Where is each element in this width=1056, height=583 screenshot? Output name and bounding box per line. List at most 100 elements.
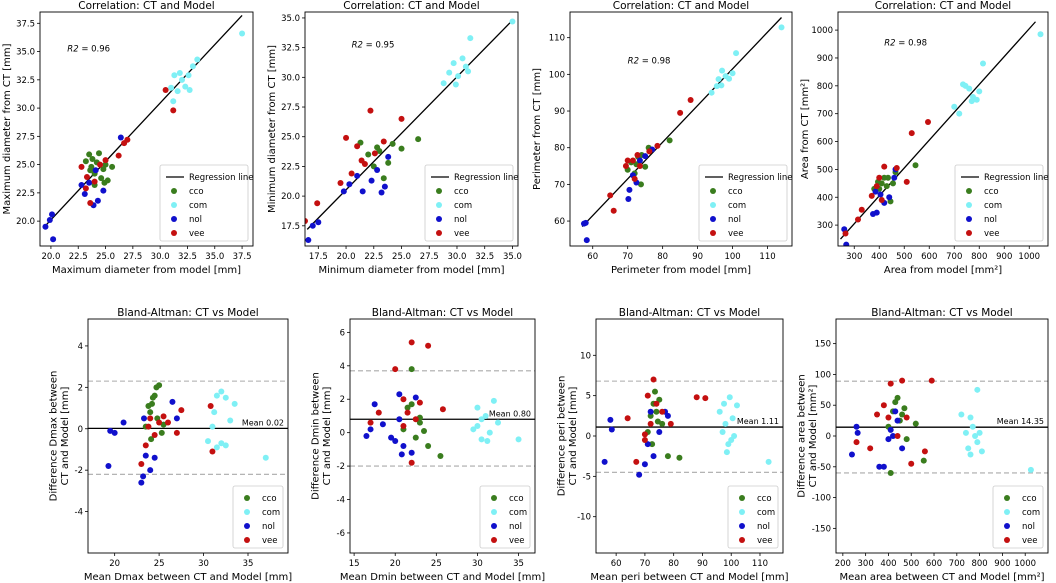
legend-label-cco: cco <box>509 494 524 504</box>
point-com <box>976 429 983 436</box>
point-nol <box>46 217 53 223</box>
point-vee <box>97 161 104 168</box>
point-com <box>729 415 736 422</box>
legend: cco com nol vee <box>479 485 531 549</box>
y-tick-label: 5 <box>586 392 591 402</box>
chart-panel-2: Correlation: CT and Model 17.5 20.0 22.5 25.… <box>267 0 522 276</box>
point-nol <box>854 429 861 436</box>
point-com <box>171 72 178 79</box>
legend-label-nol: nol <box>509 522 522 532</box>
y-tick-label: 22.5 <box>16 189 35 199</box>
point-cco <box>89 155 96 162</box>
point-nol <box>853 423 860 430</box>
point-com <box>723 449 730 456</box>
point-vee <box>633 458 640 465</box>
x-tick-label: 35.0 <box>205 252 224 262</box>
point-com <box>1037 31 1044 38</box>
y-tick-label: 30.0 <box>281 73 300 83</box>
point-nol <box>81 191 88 197</box>
x-tick-label: 27.5 <box>123 252 142 262</box>
point-com <box>973 96 980 103</box>
point-com <box>976 88 983 95</box>
point-com <box>213 392 220 399</box>
legend-box <box>424 164 514 242</box>
axes-frame <box>39 11 254 247</box>
x-tick-label: 500 <box>896 252 912 262</box>
y-axis-label: Maximum diameter from CT [mm] <box>2 43 13 214</box>
legend-label-com: com <box>189 201 207 211</box>
point-com <box>721 400 728 407</box>
legend-swatch-vee <box>171 230 177 236</box>
legend-label-vee: vee <box>454 229 470 239</box>
point-vee <box>156 419 163 426</box>
point-com <box>715 76 722 83</box>
point-nol <box>412 394 419 401</box>
legend-label-cco: cco <box>984 187 999 197</box>
legend: Regression line cco com nol vee <box>159 164 254 242</box>
point-nol <box>843 241 850 246</box>
point-vee <box>702 395 709 402</box>
point-vee <box>878 197 885 204</box>
regression-line <box>581 17 782 228</box>
legend-regression-label: Regression line <box>728 173 793 183</box>
legend-swatch-com <box>710 202 716 208</box>
point-com <box>490 397 497 404</box>
point-vee <box>337 180 344 187</box>
point-vee <box>867 445 874 452</box>
point-vee <box>885 414 892 421</box>
point-com <box>967 451 974 458</box>
point-vee <box>209 448 216 455</box>
legend-swatch-vee <box>1004 537 1010 543</box>
x-tick-label: 600 <box>921 252 937 262</box>
point-nol <box>388 434 395 441</box>
point-vee <box>380 138 387 145</box>
x-tick-label: 100 <box>724 252 740 262</box>
point-com <box>956 110 963 117</box>
point-vee <box>367 419 374 426</box>
point-com <box>446 69 453 76</box>
point-vee <box>659 408 666 415</box>
legend-label-com: com <box>728 201 746 211</box>
point-vee <box>647 420 654 427</box>
x-axis-label: Minimum diameter from model [mm] <box>318 265 504 276</box>
x-tick-label: 30.0 <box>448 252 467 262</box>
plot-area <box>836 377 1048 476</box>
y-tick-label: 20.0 <box>281 192 300 202</box>
x-tick-label: 17.5 <box>309 252 328 262</box>
point-vee <box>868 192 875 199</box>
point-com <box>478 416 485 423</box>
point-cco <box>145 402 152 409</box>
point-com <box>186 87 193 93</box>
point-vee <box>858 206 865 213</box>
point-nol <box>636 157 643 164</box>
point-com <box>465 68 472 75</box>
plot-area <box>580 17 785 244</box>
point-vee <box>631 175 638 182</box>
point-vee <box>687 97 694 104</box>
y-tick-label: 10 <box>580 351 591 361</box>
y-tick-label: 50 <box>820 401 831 411</box>
point-vee <box>170 107 177 114</box>
point-vee <box>928 377 935 384</box>
point-nol <box>141 415 147 422</box>
point-vee <box>392 366 399 373</box>
legend-label-vee: vee <box>509 536 525 546</box>
point-vee <box>903 414 910 421</box>
legend-swatch-cco <box>171 188 177 194</box>
point-nol <box>92 167 99 174</box>
point-nol <box>664 412 671 419</box>
legend: Regression line cco com nol vee <box>954 164 1049 242</box>
point-com <box>974 439 981 446</box>
legend-swatch-cco <box>436 188 442 194</box>
point-cco <box>903 436 910 443</box>
point-com <box>185 72 192 79</box>
x-tick-label: 30 <box>198 559 209 569</box>
point-com <box>958 411 965 418</box>
point-vee <box>91 178 98 185</box>
legend-regression-label: Regression line <box>189 173 254 183</box>
point-vee <box>646 148 653 155</box>
y-tick-label: 600 <box>817 138 833 148</box>
legend-swatch-nol <box>739 523 745 529</box>
legend-label-vee: vee <box>757 536 773 546</box>
point-vee <box>624 157 631 164</box>
